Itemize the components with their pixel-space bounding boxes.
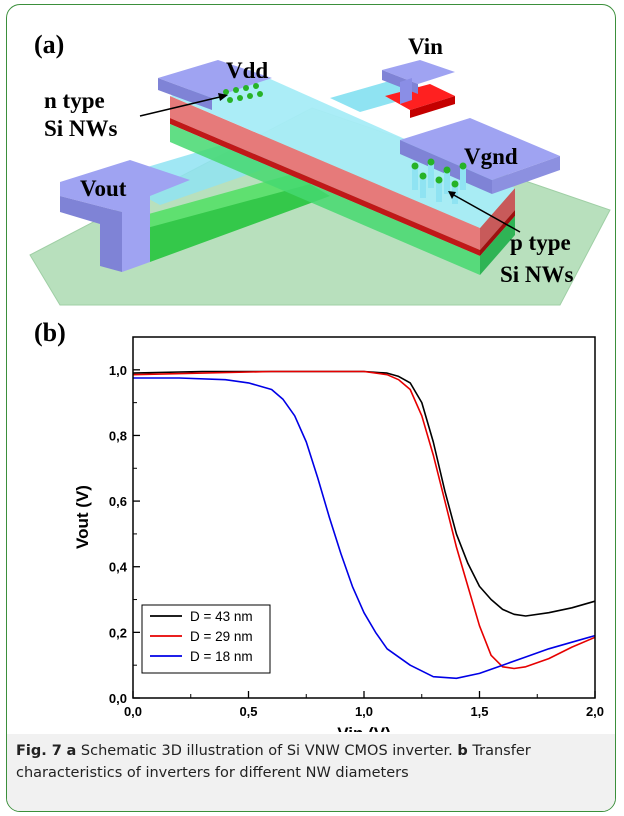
- caption-fig-label: Fig. 7: [16, 743, 62, 759]
- caption-b-text: Transfer characteristics of inverters fo…: [16, 743, 531, 781]
- y-tick-label: 0,6: [109, 494, 127, 509]
- label-vdd: Vdd: [226, 58, 268, 83]
- series-line-1: [132, 370, 596, 617]
- legend-label-2: D = 29 nm: [190, 629, 253, 644]
- main-bar-side: [170, 96, 480, 250]
- caption-b-label: b: [457, 743, 468, 759]
- gate-red-block: [385, 84, 455, 110]
- x-tick-label: 0,0: [124, 704, 142, 719]
- tick-labels: 0,0 0,5 1,0 1,5 2,0 0,0 0,2 0,4 0,6 0,8 1,0: [109, 363, 604, 719]
- x-tick-label: 1,0: [355, 704, 373, 719]
- figure-caption: Fig. 7 a Schematic 3D illustration of Si…: [16, 740, 606, 784]
- x-tick-label: 0,5: [239, 704, 257, 719]
- label-vout: Vout: [80, 176, 127, 201]
- legend-label-3: D = 18 nm: [190, 649, 253, 664]
- label-n-type-1: n type: [44, 88, 105, 113]
- label-n-type-2: Si NWs: [44, 116, 118, 141]
- series-line-2: [132, 370, 596, 670]
- plot-lines: [132, 370, 596, 680]
- legend-label-1: D = 43 nm: [190, 609, 253, 624]
- vgnd-pad: [400, 118, 560, 180]
- p-type-arrow: [451, 193, 521, 233]
- label-p-type-2: Si NWs: [500, 262, 574, 287]
- y-tick-label: 1,0: [109, 363, 127, 378]
- vout-pad-side: [60, 196, 122, 272]
- vgnd-pad-front: [492, 156, 560, 194]
- main-bar-top: [170, 70, 515, 228]
- label-vin: Vin: [408, 34, 443, 59]
- panel-a-label: (a): [34, 30, 65, 59]
- caption-a-label: a: [66, 743, 77, 759]
- vin-pad-post: [400, 78, 412, 104]
- p-type-arrowhead: [448, 191, 456, 199]
- main-bar-green-base: [170, 124, 480, 275]
- schematic-illustration: Vdd Vin Vgnd Vout n type Si NWs p type S…: [29, 34, 611, 306]
- y-tick-label: 0,0: [109, 691, 127, 706]
- x-tick-label: 2,0: [586, 704, 604, 719]
- label-p-type-1: p type: [510, 230, 571, 255]
- n-type-arrow: [139, 95, 225, 117]
- y-tick-label: 0,4: [109, 560, 128, 575]
- gate-red-block-side: [410, 96, 455, 118]
- series-line-3: [133, 377, 596, 680]
- plot-frame: [132, 336, 596, 699]
- n-type-nanowires: [223, 83, 263, 103]
- vin-pad: [382, 60, 455, 84]
- y-tick-label: 0,8: [109, 428, 127, 443]
- y-tick-label: 0,2: [109, 625, 127, 640]
- main-bar-red-line: [170, 118, 480, 256]
- vout-pad: [60, 160, 190, 272]
- green-strip: [120, 178, 330, 262]
- main-bar-red-line-front: [480, 210, 515, 256]
- main-bar-green-base-front: [480, 216, 515, 275]
- panel-b-label: (b): [34, 318, 66, 347]
- x-axis-label: Vin (V): [337, 724, 391, 732]
- caption-band: [7, 734, 615, 811]
- vdd-pad: [158, 60, 272, 98]
- x-tick-label: 1,5: [470, 704, 488, 719]
- y-axis-label: Vout (V): [73, 485, 92, 549]
- n-type-arrowhead: [218, 93, 228, 101]
- figure-frame: [6, 4, 616, 812]
- green-strip-top: [120, 172, 318, 232]
- transfer-characteristics-chart: 0,0 0,5 1,0 1,5 2,0 0,0 0,2 0,4 0,6 0,8 1,0 Vin (V…: [73, 336, 604, 732]
- label-vgnd: Vgnd: [464, 144, 518, 169]
- legend: D = 43 nm D = 29 nm D = 18 nm: [141, 604, 271, 674]
- caption-a-text: Schematic 3D illustration of Si VNW CMOS…: [76, 743, 458, 759]
